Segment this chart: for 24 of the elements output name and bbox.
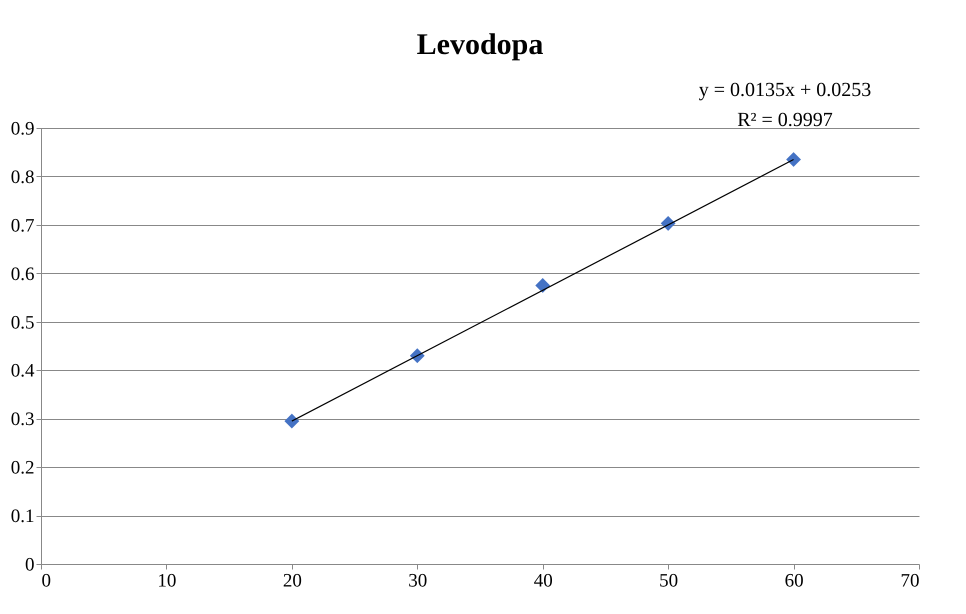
y-tick-label: 0.4 (10, 360, 35, 382)
x-tick-label: 10 (157, 570, 176, 592)
point (535, 278, 550, 293)
y-tick-label: 0.5 (10, 312, 34, 334)
y-tick-label: 0.8 (10, 166, 34, 188)
point (786, 152, 801, 167)
chart-title: Levodopa (416, 28, 544, 61)
x-tick-label: 60 (784, 570, 804, 592)
point (284, 414, 300, 429)
x-tick-label: 0 (42, 570, 51, 592)
x-tick-label: 50 (659, 570, 678, 592)
y-tick-label: 0.7 (10, 215, 34, 236)
x-tick-label: 40 (534, 570, 553, 592)
y-tick-label: 0.1 (10, 506, 34, 528)
text: y = 0.0135x + 0.0253 (698, 79, 872, 101)
annotation: R² = 0.9997 (737, 109, 833, 131)
y-tick-label: 0 (25, 554, 34, 576)
y-tick-label: 0.3 (10, 409, 34, 430)
y-tick-label: 0.9 (10, 118, 34, 140)
y-tick-label: 0.6 (10, 264, 34, 285)
y-tick-label: 0.2 (10, 458, 34, 479)
x-tick-label: 70 (900, 570, 920, 592)
x-tick-label: 30 (408, 570, 428, 592)
x-tick-label: 20 (282, 570, 302, 592)
